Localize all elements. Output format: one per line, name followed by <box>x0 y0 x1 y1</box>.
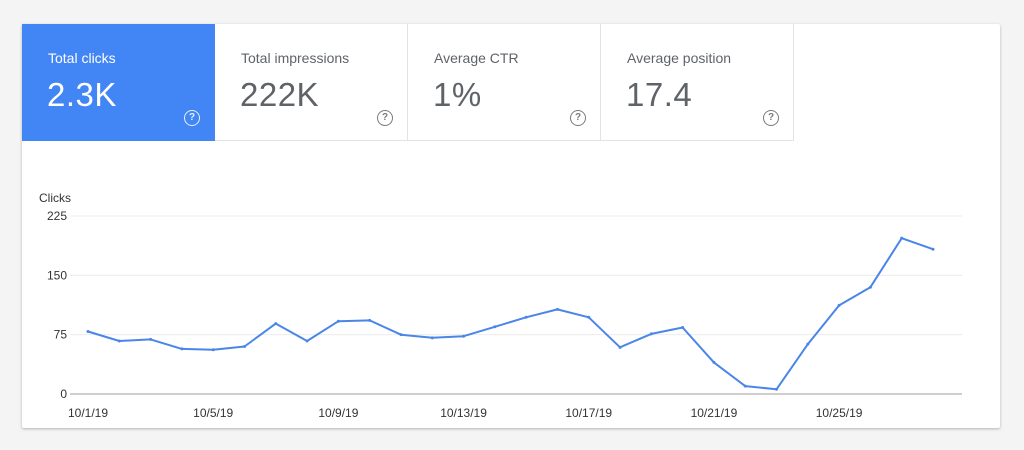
metric-average-ctr[interactable]: Average CTR 1% ? <box>408 24 601 141</box>
data-point <box>931 247 935 251</box>
data-point <box>242 345 246 349</box>
data-point <box>618 345 622 349</box>
x-tick-label: 10/9/19 <box>318 406 358 420</box>
x-tick-label: 10/17/19 <box>565 406 612 420</box>
help-icon[interactable]: ? <box>570 110 586 126</box>
help-icon[interactable]: ? <box>184 110 200 126</box>
x-tick-label: 10/21/19 <box>691 406 738 420</box>
data-point <box>900 236 904 240</box>
grid-layer <box>70 215 962 395</box>
data-point <box>305 339 309 343</box>
data-point <box>149 337 153 341</box>
help-icon[interactable]: ? <box>377 110 393 126</box>
data-point <box>399 333 403 337</box>
y-tick-labels: 0 75 150 225 <box>47 209 67 401</box>
data-point <box>555 307 559 311</box>
data-point <box>775 387 779 391</box>
data-point <box>868 285 872 289</box>
metric-label: Average CTR <box>434 50 519 66</box>
y-tick-label: 225 <box>47 209 67 223</box>
metric-value: 17.4 <box>626 76 693 113</box>
data-point <box>274 322 278 326</box>
y-tick-label: 75 <box>54 328 68 342</box>
metric-label: Total impressions <box>241 50 350 66</box>
data-point <box>743 384 747 388</box>
data-point <box>681 326 685 330</box>
data-point <box>430 336 434 340</box>
y-tick-label: 0 <box>60 387 67 401</box>
x-tick-labels: 10/1/19 10/5/19 10/9/19 10/13/19 10/17/19 10/… <box>68 406 863 420</box>
y-axis-label: Clicks <box>39 191 71 205</box>
data-point <box>336 319 340 323</box>
data-point <box>806 342 810 346</box>
metric-tabs: Total clicks 2.3K ? Total impressions 22… <box>22 24 794 141</box>
y-tick-label: 150 <box>47 268 67 282</box>
data-point <box>211 348 215 352</box>
help-icon[interactable]: ? <box>763 110 779 126</box>
performance-card: Total clicks 2.3K ? Total impressions 22… <box>22 24 1000 428</box>
data-point <box>180 347 184 351</box>
metric-total-clicks[interactable]: Total clicks 2.3K ? <box>22 24 215 141</box>
metric-total-impressions[interactable]: Total impressions 222K ? <box>215 24 408 141</box>
data-point <box>712 360 716 364</box>
metric-label: Average position <box>627 50 732 66</box>
x-tick-label: 10/25/19 <box>816 406 863 420</box>
metric-average-position[interactable]: Average position 17.4 ? <box>601 24 794 141</box>
x-tick-label: 10/5/19 <box>193 406 233 420</box>
data-point <box>837 303 841 307</box>
data-point <box>117 339 121 343</box>
data-point <box>368 318 372 322</box>
data-point <box>86 330 90 334</box>
x-tick-label: 10/13/19 <box>440 406 487 420</box>
data-point <box>462 334 466 338</box>
data-point <box>524 315 528 319</box>
metric-value: 222K <box>240 76 320 113</box>
data-point <box>587 315 591 319</box>
data-points <box>86 236 935 391</box>
metric-label: Total clicks <box>48 50 116 66</box>
metric-value: 2.3K <box>47 76 117 113</box>
x-tick-label: 10/1/19 <box>68 406 108 420</box>
data-point <box>649 332 653 336</box>
clicks-series-line <box>87 237 934 391</box>
data-point <box>493 325 497 329</box>
metric-value: 1% <box>433 76 482 113</box>
